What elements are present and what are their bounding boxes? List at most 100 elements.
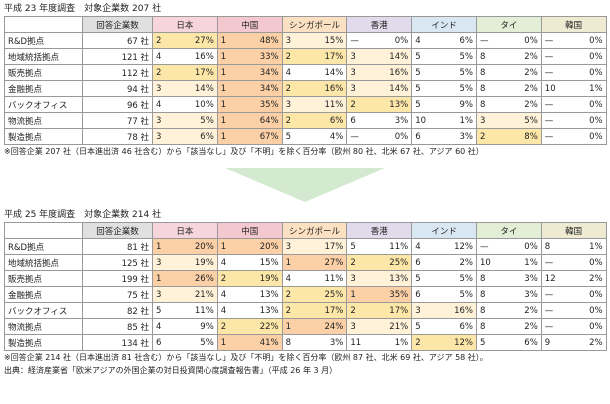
rank-cell: 1 67%	[216, 128, 283, 145]
rank: —	[544, 321, 554, 332]
percent: 6%	[459, 321, 473, 332]
rank-cell: — 0%	[540, 96, 607, 113]
rank: 8	[479, 321, 486, 332]
percent: 16%	[324, 83, 344, 94]
percent: 2%	[524, 83, 538, 94]
rank-cell: 2 27%	[152, 32, 218, 49]
percent: 34%	[259, 67, 279, 78]
percent: 15%	[259, 257, 279, 268]
rank: 12	[544, 273, 556, 284]
row-label: バックオフィス	[4, 302, 83, 319]
rank: 3	[415, 305, 421, 316]
header-cell: 韓国	[540, 222, 607, 239]
percent: 17%	[324, 51, 344, 62]
rank: 5	[415, 273, 421, 284]
rank: —	[544, 115, 554, 126]
rank: 8	[544, 241, 551, 252]
rank-cell: 3 21%	[152, 286, 218, 303]
rank-cell: 2 17%	[152, 64, 218, 81]
row-label: 金融拠点	[4, 286, 83, 303]
percent: 10%	[194, 99, 214, 110]
rank-cell: 10 1%	[540, 80, 607, 97]
header-cell: 回答企業数	[82, 222, 153, 239]
arrow	[225, 168, 385, 202]
percent: 0%	[589, 289, 603, 300]
rank-cell: 6 3%	[411, 128, 477, 145]
table-title: 平成 25 年度調査 対象企業数 214 社	[4, 210, 162, 220]
rank: 5	[285, 131, 292, 142]
rank: 3	[156, 131, 162, 142]
rank: 3	[156, 115, 162, 126]
rank: 2	[285, 115, 292, 126]
rank-cell: 4 14%	[281, 64, 348, 81]
rank-cell: 3 19%	[152, 254, 218, 271]
row-label: バックオフィス	[4, 96, 83, 113]
respondent-count: 78 社	[82, 128, 153, 145]
percent: 6%	[459, 35, 473, 46]
rank: 3	[285, 99, 292, 110]
percent: 2%	[459, 257, 473, 268]
row-label: 販売拠点	[4, 64, 83, 81]
rank-cell: 8 2%	[475, 302, 542, 319]
rank-cell: 4 16%	[152, 48, 218, 65]
percent: 26%	[194, 273, 214, 284]
percent: 11%	[389, 241, 409, 252]
rank-cell: 2 6%	[281, 112, 348, 129]
percent: 4%	[329, 131, 344, 142]
survey-block: 平成 25 年度調査 対象企業数 214 社回答企業数 日本 中国 シンガポール 香港イ…	[4, 208, 607, 377]
rank: 6	[415, 289, 421, 300]
header-cell: 中国	[216, 222, 283, 239]
percent: 0%	[394, 35, 409, 46]
percent: 19%	[194, 257, 214, 268]
rank: 1	[220, 35, 227, 46]
percent: 0%	[589, 321, 603, 332]
rank: 4	[285, 273, 292, 284]
percent: 33%	[259, 51, 279, 62]
rank: 3	[350, 67, 356, 78]
rank-cell: 5 11%	[346, 238, 413, 255]
rank-cell: 5 6%	[411, 318, 477, 335]
rank-cell: 1 35%	[216, 96, 283, 113]
rank: 5	[415, 51, 421, 62]
rank-cell: — 0%	[346, 32, 413, 49]
rank-cell: — 0%	[540, 32, 607, 49]
header-cell: インド	[411, 16, 477, 33]
rank-cell: 3 11%	[281, 96, 348, 113]
rank: —	[544, 257, 554, 268]
rank: 1	[220, 51, 227, 62]
rank-cell: 5 5%	[411, 80, 477, 97]
header-cell: 日本	[152, 16, 218, 33]
rank-cell: 2 17%	[281, 48, 348, 65]
header-cell: 香港	[346, 16, 413, 33]
percent: 2%	[589, 337, 603, 348]
percent: 0%	[524, 241, 538, 252]
header-cell: インド	[411, 222, 477, 239]
rank: 2	[156, 67, 162, 78]
rank: 6	[350, 115, 356, 126]
percent: 2%	[524, 305, 538, 316]
rank: 8	[479, 67, 486, 78]
rank: 2	[479, 131, 486, 142]
rank-cell: 12 2%	[540, 270, 607, 287]
percent: 14%	[324, 67, 344, 78]
percent: 1%	[589, 83, 603, 94]
rank: 1	[350, 289, 356, 300]
percent: 1%	[524, 257, 538, 268]
rank-cell: 8 2%	[475, 80, 542, 97]
rank-cell: 3 14%	[152, 80, 218, 97]
percent: 22%	[259, 321, 279, 332]
rank: 4	[285, 67, 292, 78]
respondent-count: 81 社	[82, 238, 153, 255]
percent: 3%	[524, 289, 538, 300]
percent: 3%	[459, 131, 473, 142]
rank-cell: — 0%	[540, 128, 607, 145]
row-label: R&D拠点	[4, 238, 83, 255]
rank: 6	[156, 337, 162, 348]
header-cell: 回答企業数	[82, 16, 153, 33]
rank-cell: 8 2%	[475, 64, 542, 81]
rank-cell: 8 2%	[475, 48, 542, 65]
row-label: 物流拠点	[4, 112, 83, 129]
rank-cell: 2 8%	[475, 128, 542, 145]
rank: 5	[415, 67, 421, 78]
